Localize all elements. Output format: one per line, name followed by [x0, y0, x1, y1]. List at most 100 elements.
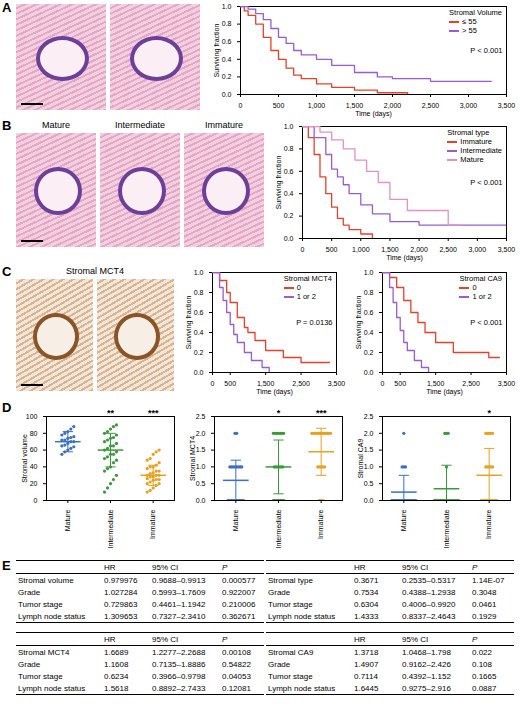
html-text:B: B: [2, 118, 12, 133]
svg-text:1,000: 1,000: [352, 246, 370, 253]
svg-text:2.5: 2.5: [196, 413, 206, 420]
svg-text:Time (days): Time (days): [426, 388, 463, 396]
svg-text:0.6: 0.6: [284, 168, 294, 175]
svg-text:1.0: 1.0: [284, 123, 294, 130]
svg-text:1.5: 1.5: [364, 446, 374, 453]
svg-text:1.0: 1.0: [196, 463, 206, 470]
svg-text:0.6: 0.6: [222, 38, 232, 45]
html-text:C: C: [2, 264, 12, 279]
svg-text:3,500: 3,500: [498, 380, 516, 387]
svg-text:3,500: 3,500: [498, 102, 516, 109]
svg-text:0.6: 0.6: [194, 309, 204, 316]
svg-text:1,500: 1,500: [381, 246, 399, 253]
svg-text:500: 500: [224, 380, 236, 387]
svg-text:0.0: 0.0: [364, 497, 374, 504]
svg-text:2,000: 2,000: [384, 102, 402, 109]
svg-text:0.4: 0.4: [222, 56, 232, 63]
svg-text:3,500: 3,500: [328, 380, 346, 387]
svg-text:1,000: 1,000: [308, 102, 326, 109]
svg-text:1.0: 1.0: [364, 269, 374, 276]
svg-text:500: 500: [326, 246, 338, 253]
svg-text:1,500: 1,500: [257, 380, 275, 387]
svg-text:0.2: 0.2: [222, 73, 232, 80]
svg-text:Intermediate: Intermediate: [443, 509, 450, 548]
svg-text:Stromal volume: Stromal volume: [21, 434, 28, 483]
html-text:A: A: [2, 0, 12, 15]
svg-text:***: ***: [316, 408, 327, 418]
svg-text:0.4: 0.4: [194, 329, 204, 336]
svg-text:2,000: 2,000: [410, 246, 428, 253]
svg-text:*: *: [277, 408, 281, 418]
svg-text:0: 0: [211, 380, 215, 387]
svg-text:0: 0: [34, 497, 38, 504]
svg-text:Surviving fraction: Surviving fraction: [185, 296, 193, 350]
svg-text:P = 0.0136: P = 0.0136: [296, 318, 332, 327]
svg-text:**: **: [107, 408, 115, 418]
svg-text:Immature: Immature: [485, 509, 492, 539]
svg-text:Immature: Immature: [317, 509, 324, 539]
svg-text:40: 40: [30, 463, 38, 470]
svg-text:P < 0.001: P < 0.001: [470, 318, 502, 327]
svg-text:Surviving fraction: Surviving fraction: [355, 296, 363, 350]
svg-text:Immature: Immature: [149, 509, 156, 539]
svg-text:0.8: 0.8: [284, 145, 294, 152]
svg-text:0.0: 0.0: [364, 369, 374, 376]
svg-text:2,500: 2,500: [439, 246, 457, 253]
svg-text:1.0: 1.0: [222, 3, 232, 10]
svg-text:20: 20: [30, 480, 38, 487]
svg-text:Time (days): Time (days): [386, 254, 423, 262]
svg-text:0: 0: [301, 246, 305, 253]
svg-text:Mature: Mature: [64, 509, 71, 531]
svg-text:1.0: 1.0: [364, 463, 374, 470]
svg-text:2,500: 2,500: [422, 102, 440, 109]
svg-text:80: 80: [30, 430, 38, 437]
svg-text:P < 0.001: P < 0.001: [470, 46, 502, 55]
svg-text:Stromal MCT4: Stromal MCT4: [189, 436, 196, 481]
svg-text:P < 0.001: P < 0.001: [470, 178, 502, 187]
svg-text:1,500: 1,500: [427, 380, 445, 387]
svg-text:*: *: [487, 408, 491, 418]
svg-text:Stromal CA9: Stromal CA9: [357, 439, 364, 479]
svg-text:0.0: 0.0: [194, 369, 204, 376]
svg-text:Intermediate: Intermediate: [107, 509, 114, 548]
svg-text:Time (days): Time (days): [256, 388, 293, 396]
svg-text:3,500: 3,500: [498, 246, 516, 253]
svg-text:0.8: 0.8: [222, 20, 232, 27]
svg-text:2,500: 2,500: [462, 380, 480, 387]
svg-text:2.5: 2.5: [364, 413, 374, 420]
svg-text:2,500: 2,500: [292, 380, 310, 387]
svg-text:Surviving fraction: Surviving fraction: [213, 24, 221, 78]
svg-text:1,500: 1,500: [346, 102, 364, 109]
svg-text:1.5: 1.5: [196, 446, 206, 453]
svg-text:500: 500: [273, 102, 285, 109]
svg-text:500: 500: [394, 380, 406, 387]
svg-text:0.6: 0.6: [364, 309, 374, 316]
svg-text:0.0: 0.0: [222, 91, 232, 98]
svg-text:Intermediate: Intermediate: [275, 509, 282, 548]
svg-text:0.5: 0.5: [364, 480, 374, 487]
svg-text:0.4: 0.4: [284, 190, 294, 197]
svg-text:2.0: 2.0: [364, 430, 374, 437]
svg-text:100: 100: [26, 413, 38, 420]
svg-text:0: 0: [239, 102, 243, 109]
svg-text:Mature: Mature: [400, 509, 407, 531]
svg-text:0.8: 0.8: [194, 289, 204, 296]
svg-text:0.8: 0.8: [364, 289, 374, 296]
svg-text:60: 60: [30, 446, 38, 453]
svg-text:0.2: 0.2: [284, 212, 294, 219]
svg-text:Surviving fraction: Surviving fraction: [275, 156, 283, 210]
svg-text:Mature: Mature: [232, 509, 239, 531]
svg-text:2.0: 2.0: [196, 430, 206, 437]
svg-text:0.2: 0.2: [364, 349, 374, 356]
svg-text:3,000: 3,000: [469, 246, 487, 253]
svg-text:0.4: 0.4: [364, 329, 374, 336]
svg-text:0.5: 0.5: [196, 480, 206, 487]
svg-text:0.2: 0.2: [194, 349, 204, 356]
svg-text:0: 0: [381, 380, 385, 387]
svg-text:1.0: 1.0: [194, 269, 204, 276]
svg-text:0.0: 0.0: [284, 235, 294, 242]
svg-text:0.0: 0.0: [196, 497, 206, 504]
svg-text:3,000: 3,000: [460, 102, 478, 109]
svg-text:***: ***: [148, 408, 159, 418]
svg-text:Time (days): Time (days): [355, 110, 392, 118]
